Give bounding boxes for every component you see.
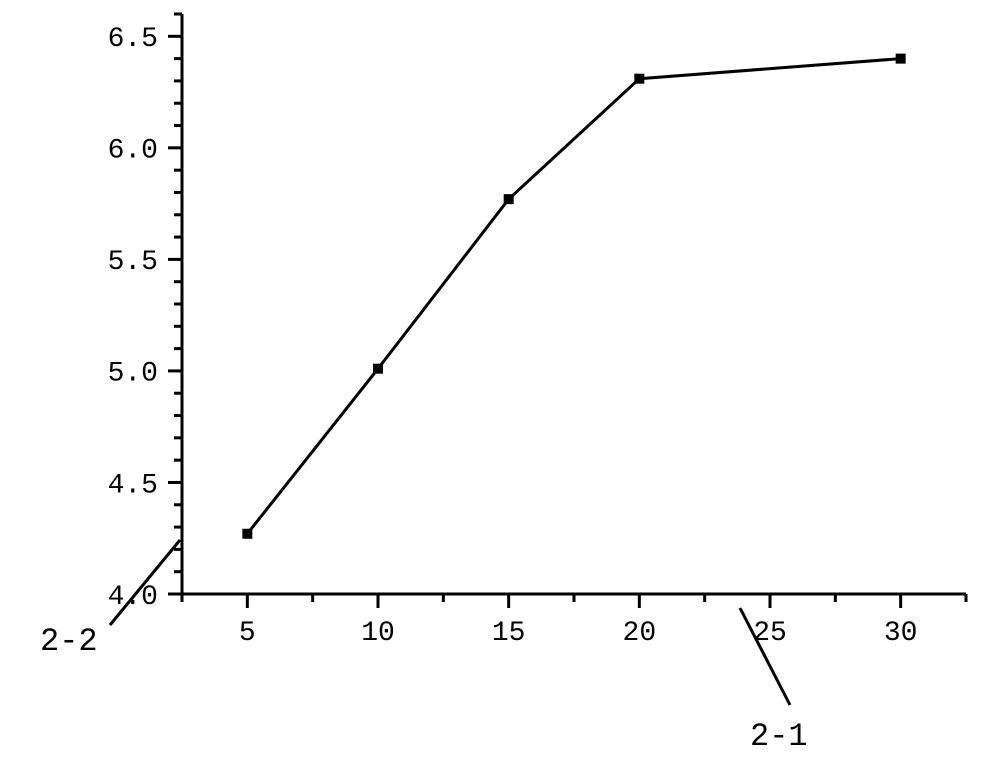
y-tick-label: 5.0	[108, 359, 158, 390]
line-chart: 4.04.55.05.56.06.5510152025302-22-1	[0, 0, 996, 763]
data-marker	[896, 54, 906, 64]
y-tick-label: 5.5	[108, 247, 158, 278]
x-tick-label: 10	[361, 618, 395, 649]
x-tick-label: 5	[239, 618, 256, 649]
y-tick-label: 6.5	[108, 24, 158, 55]
x-tick-label: 30	[884, 618, 918, 649]
data-marker	[504, 194, 514, 204]
annotation-x-axis-label: 2-1	[750, 718, 808, 755]
y-tick-label: 6.0	[108, 136, 158, 167]
annotation-y-axis-label: 2-2	[40, 623, 98, 660]
x-tick-label: 20	[623, 618, 657, 649]
data-marker	[242, 529, 252, 539]
y-tick-label: 4.5	[108, 470, 158, 501]
x-tick-label: 15	[492, 618, 526, 649]
data-marker	[634, 74, 644, 84]
data-marker	[373, 364, 383, 374]
